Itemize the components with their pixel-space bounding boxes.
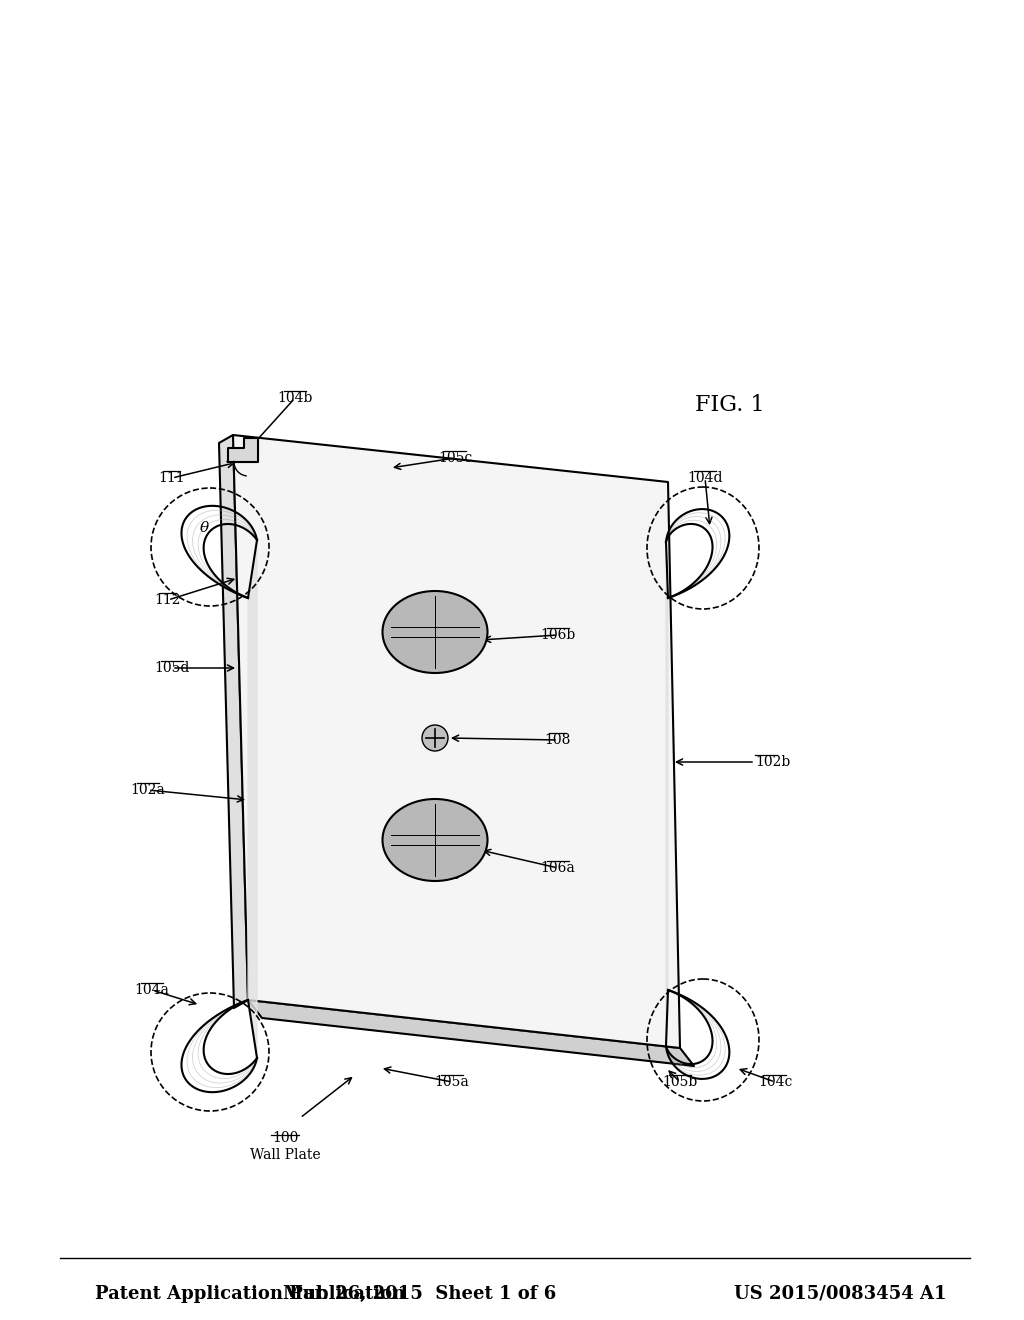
Text: 106a: 106a	[541, 861, 575, 875]
Polygon shape	[248, 1001, 694, 1067]
Text: Patent Application Publication: Patent Application Publication	[95, 1284, 406, 1303]
Text: 104a: 104a	[134, 983, 169, 997]
Text: θ: θ	[200, 521, 209, 535]
Text: 104c: 104c	[758, 1074, 793, 1089]
Polygon shape	[219, 436, 248, 1008]
Text: 105a: 105a	[434, 1074, 469, 1089]
Circle shape	[422, 725, 449, 751]
Text: 110: 110	[435, 869, 461, 882]
Text: 104b: 104b	[278, 391, 312, 405]
Text: 105d: 105d	[155, 661, 189, 675]
Polygon shape	[248, 540, 257, 1059]
Polygon shape	[228, 438, 258, 462]
Text: 112: 112	[155, 593, 181, 607]
Text: 106b: 106b	[541, 628, 575, 642]
Text: 102a: 102a	[131, 783, 165, 797]
Polygon shape	[233, 436, 680, 1048]
Text: 104d: 104d	[687, 471, 723, 484]
Polygon shape	[666, 543, 668, 1045]
Text: 105b: 105b	[663, 1074, 697, 1089]
Text: Mar. 26, 2015  Sheet 1 of 6: Mar. 26, 2015 Sheet 1 of 6	[284, 1284, 557, 1303]
Text: FIG. 1: FIG. 1	[695, 393, 765, 416]
Text: 108: 108	[545, 733, 571, 747]
Text: Wall Plate: Wall Plate	[250, 1148, 321, 1162]
Ellipse shape	[383, 799, 487, 880]
Ellipse shape	[383, 591, 487, 673]
Text: 111: 111	[159, 471, 185, 484]
Text: 100: 100	[271, 1131, 298, 1144]
Text: 102b: 102b	[755, 755, 791, 770]
Text: US 2015/0083454 A1: US 2015/0083454 A1	[734, 1284, 946, 1303]
Text: 105c: 105c	[438, 451, 472, 465]
